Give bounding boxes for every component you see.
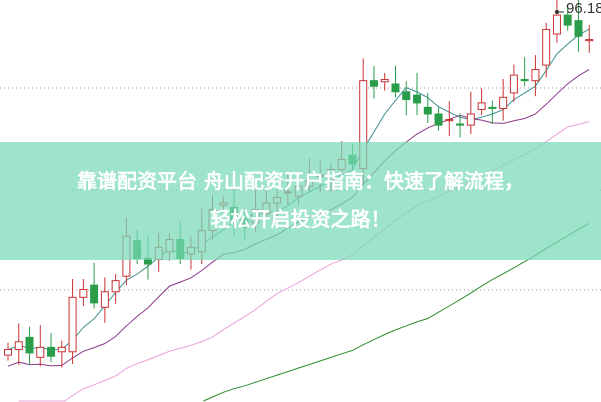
candle-up [380,79,389,83]
candle-down [423,106,432,115]
candle-down [456,123,465,126]
candle-up [79,289,88,298]
candle-up [499,96,508,109]
ma40-line [203,223,590,402]
headline-banner [0,142,601,260]
candle-down [574,20,583,37]
candle-down [402,91,411,101]
candle-down [90,284,99,304]
candle-up [4,349,12,356]
candle-down [47,346,56,357]
headline: 靠谱配资平台 舟山配资开户指南：快速了解流程， 轻松开启投资之路！ [0,162,601,238]
candle-down [520,79,529,82]
candle-up [552,14,561,35]
headline-line2: 轻松开启投资之路！ [210,207,391,231]
candle-up [57,346,66,353]
candle-down [434,113,443,126]
max-marker-dot [554,10,559,14]
candle-down [488,106,497,109]
candle-up [509,74,518,94]
headline-line1: 靠谱配资平台 舟山配资开户指南：快速了解流程， [77,169,524,193]
candle-down [369,80,378,87]
candle-up [531,69,540,82]
candle-up [100,291,109,308]
candle-up [36,346,45,358]
candle-down [391,83,400,93]
max-price-label: 96.18 [566,0,601,17]
candle-down [413,94,422,104]
candle-up [585,39,594,42]
candle-up [14,341,23,351]
candle-up [68,296,77,353]
candle-up [445,119,454,122]
candle-down [25,336,34,354]
candle-up [477,102,486,111]
candle-up [111,280,120,293]
candle-up [466,113,475,126]
candle-up [542,29,551,66]
candle-down [563,14,572,26]
